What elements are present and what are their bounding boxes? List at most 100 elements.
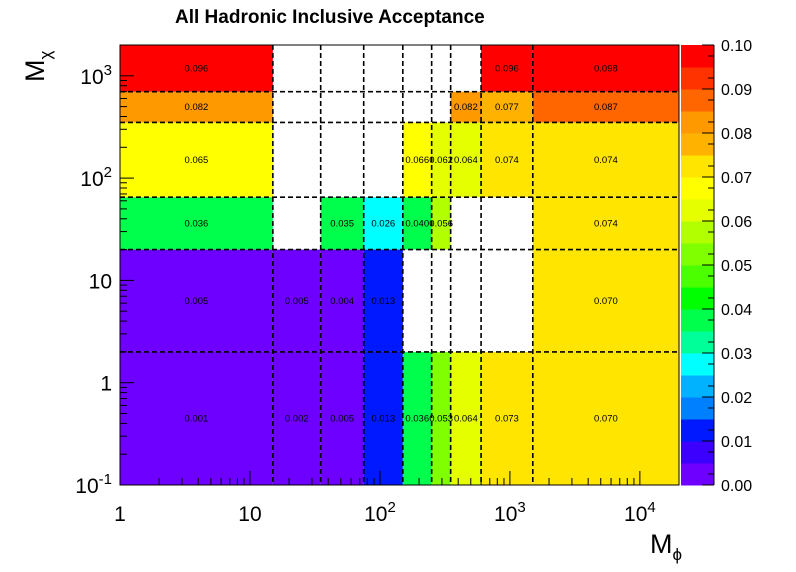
colorbar: 0.00 0.01 0.02 0.03 0.04 0.05 0.06 0.07 0.08 0.09… [681,38,752,495]
heatmap-cell [120,91,273,123]
colorbar-swatch [681,375,714,398]
heatmap-cell [120,197,273,250]
colorbar-swatch [681,45,714,68]
cell-value-label: 0.096 [495,63,519,74]
tick-label: 103 [494,499,526,526]
colorbar-label: 0.06 [721,214,752,231]
heatmap-cell [532,45,679,92]
colorbar-swatch [681,287,714,310]
cell-value-label: 0.064 [454,413,478,424]
cell-value-labels: 0.001 0.002 0.005 0.013 0.036 0.053 0.064 0.073… [185,63,618,424]
colorbar-label: 0.02 [721,390,752,407]
tick-label: 1 [114,503,126,526]
heatmap-cell [402,122,432,198]
cell-value-label: 0.056 [429,218,453,229]
tick-label: 102 [80,164,112,191]
cell-value-label: 0.070 [594,296,618,307]
colorbar-label: 0.00 [721,478,752,495]
cell-value-label: 0.004 [330,296,354,307]
axis-titles: Mϕ Mχ [20,51,682,565]
bin-grid-lines [120,45,679,485]
x-axis-title: Mϕ [650,529,682,564]
colorbar-swatch [681,199,714,222]
heatmap-cell [481,351,533,485]
heatmap-cell [532,197,679,250]
heatmap-cell [320,351,364,485]
heatmap-cell [532,122,679,198]
cell-value-label: 0.013 [371,413,395,424]
cell-value-label: 0.036 [405,413,429,424]
tick-label: 103 [80,62,112,89]
heatmap-cell [450,91,482,123]
colorbar-swatch [681,419,714,442]
heatmap-cell [481,122,533,198]
cell-value-label: 0.074 [594,155,618,166]
colorbar-swatch [681,111,714,134]
heatmap-cell [320,249,364,352]
cell-value-label: 0.074 [594,218,618,229]
colorbar-label: 0.08 [721,126,752,143]
heatmap-cell [431,351,451,485]
heatmap-cell [532,249,679,352]
cell-value-label: 0.035 [330,218,354,229]
heatmap-cell [272,249,321,352]
cell-value-label: 0.013 [371,296,395,307]
heatmap-cell [272,351,321,485]
heatmap-cell [120,122,273,198]
colorbar-swatch [681,331,714,354]
cell-value-label: 0.096 [185,63,209,74]
colorbar-swatch [681,441,714,464]
cell-value-label: 0.001 [185,413,209,424]
colorbar-swatch [681,67,714,90]
cell-value-label: 0.062 [429,155,453,166]
colorbar-label: 0.10 [721,38,752,55]
colorbar-swatch [681,133,714,156]
heatmap-cell [431,122,451,198]
colorbar-label: 0.05 [721,258,752,275]
colorbar-swatch [681,243,714,266]
cell-value-label: 0.036 [185,218,209,229]
tick-label: 104 [624,499,656,526]
cell-value-label: 0.082 [185,102,209,113]
cell-value-label: 0.087 [594,102,618,113]
cell-value-label: 0.005 [285,296,309,307]
y-axis-title: Mχ [20,51,55,83]
cell-value-label: 0.074 [495,155,519,166]
heatmap-cell [120,351,273,485]
cell-value-label: 0.026 [371,218,395,229]
heatmap-cell [481,45,533,92]
heatmap-cell [363,197,403,250]
tick-label: 102 [364,499,396,526]
tick-label: 1 [100,373,112,396]
colorbar-label: 0.01 [721,434,752,451]
plot-frame [119,44,680,486]
colorbar-swatch [681,221,714,244]
cell-value-label: 0.005 [185,296,209,307]
colorbar-swatch [681,309,714,332]
heatmap-cell [363,351,403,485]
colorbar-label: 0.07 [721,170,752,187]
colorbar-label: 0.09 [721,82,752,99]
cell-value-label: 0.066 [405,155,429,166]
heatmap-cell [532,91,679,123]
cell-value-label: 0.070 [594,413,618,424]
cell-value-label: 0.077 [495,102,519,113]
cell-value-label: 0.053 [429,413,453,424]
heatmap-cell [431,197,451,250]
tick-label: 10 [89,270,112,293]
heatmap-cell [450,122,482,198]
heatmap-cell [402,197,432,250]
tick-label: 10-1 [75,471,112,498]
colorbar-swatch [681,353,714,376]
cell-value-label: 0.073 [495,413,519,424]
colorbar-swatch [681,177,714,200]
heatmap-cell [481,91,533,123]
colorbar-swatch [681,155,714,178]
cell-value-label: 0.098 [594,63,618,74]
cell-value-label: 0.082 [454,102,478,113]
colorbar-swatch [681,89,714,112]
heatmap-cell [532,351,679,485]
cell-value-label: 0.065 [185,155,209,166]
